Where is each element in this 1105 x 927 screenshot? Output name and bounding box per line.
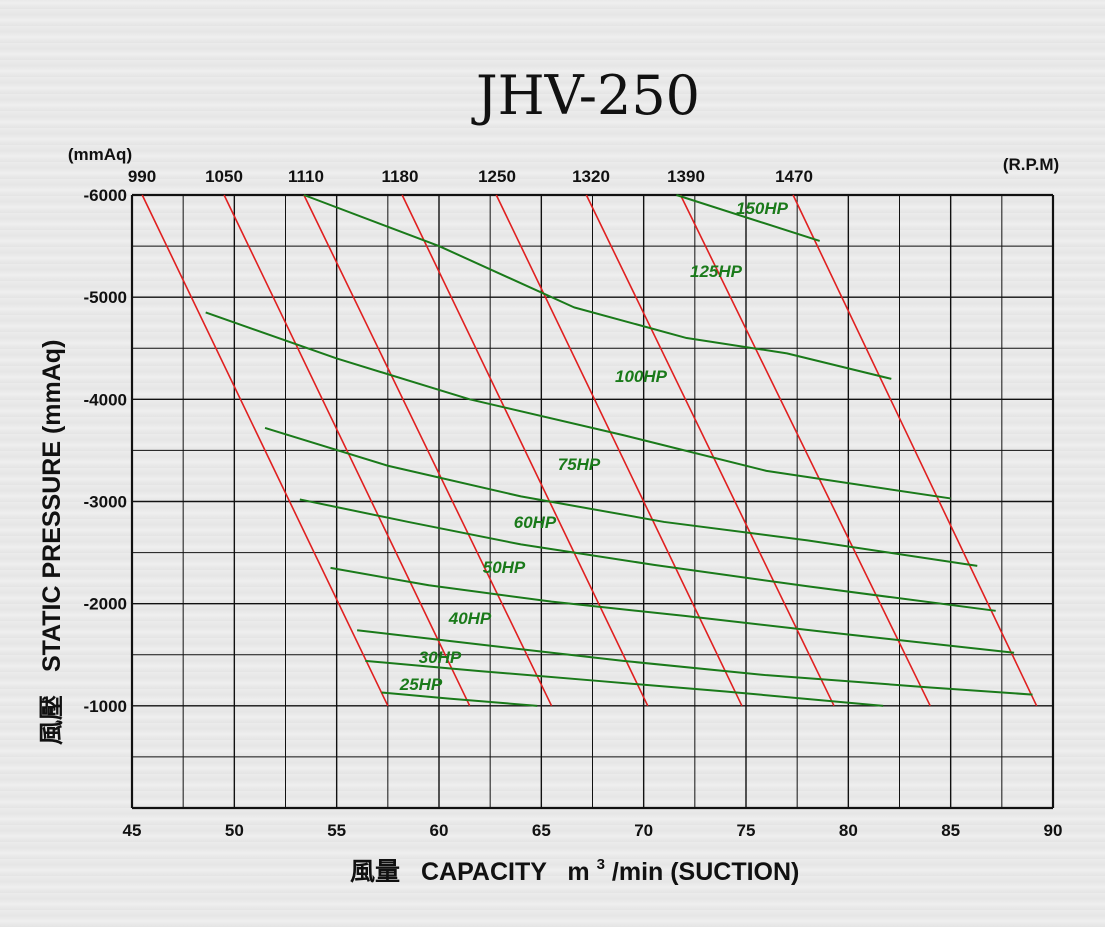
rpm-label: 1250 xyxy=(478,167,516,186)
hp-line-75HP xyxy=(264,426,978,567)
rpm-label: 1470 xyxy=(775,167,813,186)
hp-lines xyxy=(205,194,1033,707)
rpm-label: 1110 xyxy=(288,167,324,186)
hp-line-30HP xyxy=(365,659,884,707)
x-axis-unit-rest: /min (SUCTION) xyxy=(612,858,800,886)
rpm-label: 990 xyxy=(128,167,156,186)
hp-line-125HP xyxy=(303,194,892,380)
rpm-label: 1050 xyxy=(205,167,243,186)
x-axis-label: 風量 CAPACITY m 3 /min (SUCTION) xyxy=(350,847,799,886)
hp-label: 30HP xyxy=(419,648,462,667)
x-tick-label: 75 xyxy=(737,821,756,840)
y-tick-label: -6000 xyxy=(84,186,127,205)
y-axis-label-text: STATIC PRESSURE (mmAq) xyxy=(38,340,66,672)
rpm-lines xyxy=(141,194,1038,707)
y-tick-label: -5000 xyxy=(84,288,127,307)
y-tick-label: -2000 xyxy=(84,595,127,614)
rpm-unit-label: (R.P.M) xyxy=(1003,155,1059,174)
grid xyxy=(130,193,1055,810)
x-tick-label: 65 xyxy=(532,821,551,840)
rpm-line-1110 xyxy=(303,194,553,707)
hp-line-40HP xyxy=(357,629,1033,696)
hp-line-150HP xyxy=(676,194,820,242)
y-axis-label-cjk: 風壓 xyxy=(38,695,66,745)
hp-label: 40HP xyxy=(448,609,492,628)
hp-line-60HP xyxy=(299,498,996,612)
hp-label: 50HP xyxy=(483,558,526,577)
hp-label: 150HP xyxy=(736,199,789,218)
hp-line-50HP xyxy=(330,566,1015,654)
y-tick-label: -3000 xyxy=(84,493,127,512)
x-axis-unit-base: m xyxy=(567,858,589,886)
y-unit-label: (mmAq) xyxy=(68,145,132,164)
x-axis-label-cjk: 風量 xyxy=(350,858,400,886)
y-tick-label: -4000 xyxy=(84,390,127,409)
rpm-line-990 xyxy=(141,194,389,707)
x-tick-label: 60 xyxy=(430,821,449,840)
x-axis-unit-sup: 3 xyxy=(597,856,605,873)
rpm-label: 1180 xyxy=(382,167,419,186)
x-tick-label: 80 xyxy=(839,821,858,840)
x-tick-label: 85 xyxy=(941,821,960,840)
hp-label: 100HP xyxy=(615,367,668,386)
x-tick-label: 45 xyxy=(123,821,142,840)
x-tick-label: 50 xyxy=(225,821,244,840)
rpm-label: 1390 xyxy=(667,167,705,186)
rpm-line-1180 xyxy=(401,194,649,707)
hp-label: 60HP xyxy=(514,513,557,532)
rpm-line-1050 xyxy=(223,194,471,707)
hp-label: 125HP xyxy=(690,262,743,281)
rpm-label: 1320 xyxy=(572,167,610,186)
x-tick-label: 70 xyxy=(634,821,653,840)
rpm-line-1320 xyxy=(585,194,835,707)
rpm-line-1390 xyxy=(679,194,931,707)
y-tick-label: -1000 xyxy=(84,697,127,716)
rpm-line-1470 xyxy=(792,194,1038,707)
hp-label: 75HP xyxy=(558,455,601,474)
hp-line-25HP xyxy=(381,691,538,707)
hp-label: 25HP xyxy=(399,675,443,694)
hp-line-100HP xyxy=(205,311,951,500)
y-axis-label: 風壓 STATIC PRESSURE (mmAq) xyxy=(38,340,66,745)
x-axis-label-text: CAPACITY xyxy=(421,858,547,886)
x-tick-label: 90 xyxy=(1044,821,1063,840)
rpm-line-1250 xyxy=(495,194,743,707)
chart-title: JHV-250 xyxy=(471,64,700,127)
chart-labels: 45 50 55 60 65 70 75 80 85 90 -6000 -5000 -4000 -3000… xyxy=(84,167,1063,840)
x-tick-label: 55 xyxy=(327,821,346,840)
